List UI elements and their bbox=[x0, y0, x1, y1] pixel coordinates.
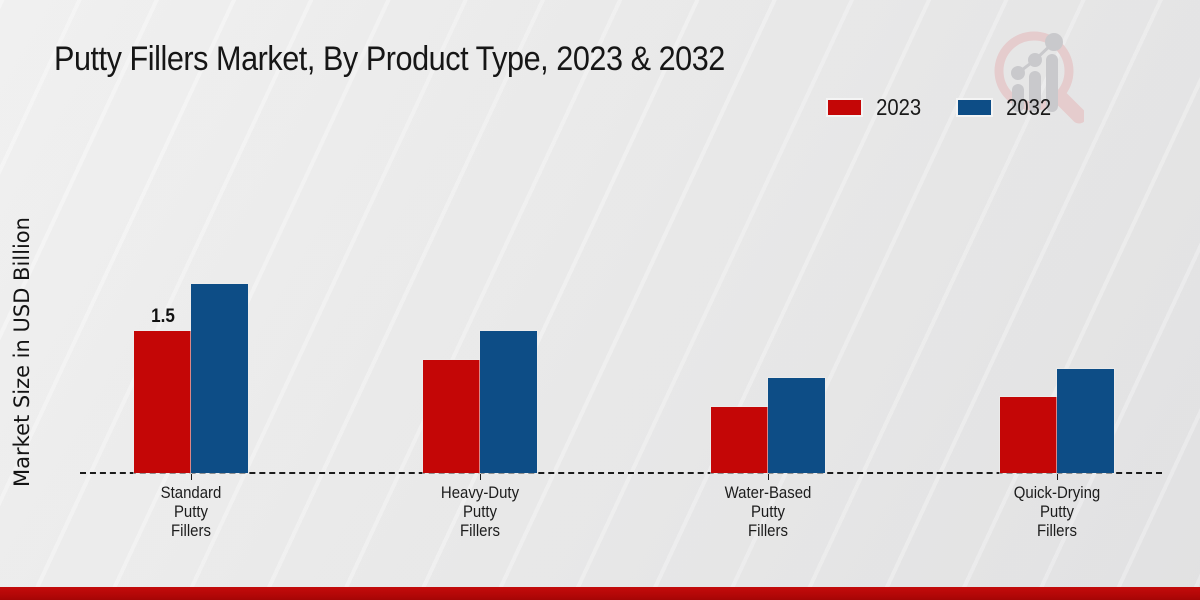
bar-2023-quick-drying-putty-fillers bbox=[1000, 397, 1057, 473]
bar-value-label: 1.5 bbox=[150, 306, 175, 327]
bar-2023-water-based-putty-fillers bbox=[711, 407, 768, 473]
footer-accent-bar bbox=[0, 587, 1200, 600]
legend-swatch-2023 bbox=[827, 100, 861, 115]
category-label-standard-putty-fillers: Standard Putty Fillers bbox=[160, 483, 222, 540]
x-axis-tick bbox=[1057, 474, 1058, 480]
bar-2023-standard-putty-fillers bbox=[134, 331, 191, 473]
legend-swatch-2032 bbox=[957, 100, 991, 115]
chart-title: Putty Fillers Market, By Product Type, 2… bbox=[54, 40, 725, 78]
bar-2032-water-based-putty-fillers bbox=[768, 378, 825, 473]
magnifier-growth-chart-logo-icon bbox=[994, 31, 1084, 124]
legend-item-2032: 2032 bbox=[957, 94, 1054, 121]
legend-label: 2032 bbox=[1005, 94, 1051, 120]
bar-2032-standard-putty-fillers bbox=[191, 284, 248, 473]
legend-label: 2023 bbox=[875, 94, 921, 120]
bar-2032-heavy-duty-putty-fillers bbox=[480, 331, 537, 473]
category-label-water-based-putty-fillers: Water-Based Putty Fillers bbox=[724, 483, 812, 540]
legend: 2023 2032 bbox=[827, 94, 1054, 121]
bar-2023-heavy-duty-putty-fillers bbox=[423, 360, 480, 473]
category-label-heavy-duty-putty-fillers: Heavy-Duty Putty Fillers bbox=[440, 483, 520, 540]
legend-item-2023: 2023 bbox=[827, 94, 924, 121]
bar-2032-quick-drying-putty-fillers bbox=[1057, 369, 1114, 473]
category-label-quick-drying-putty-fillers: Quick-Drying Putty Fillers bbox=[1013, 483, 1101, 540]
x-axis-tick bbox=[191, 474, 192, 480]
x-axis-tick bbox=[768, 474, 769, 480]
x-axis-tick bbox=[480, 474, 481, 480]
x-axis-baseline bbox=[80, 472, 1162, 474]
